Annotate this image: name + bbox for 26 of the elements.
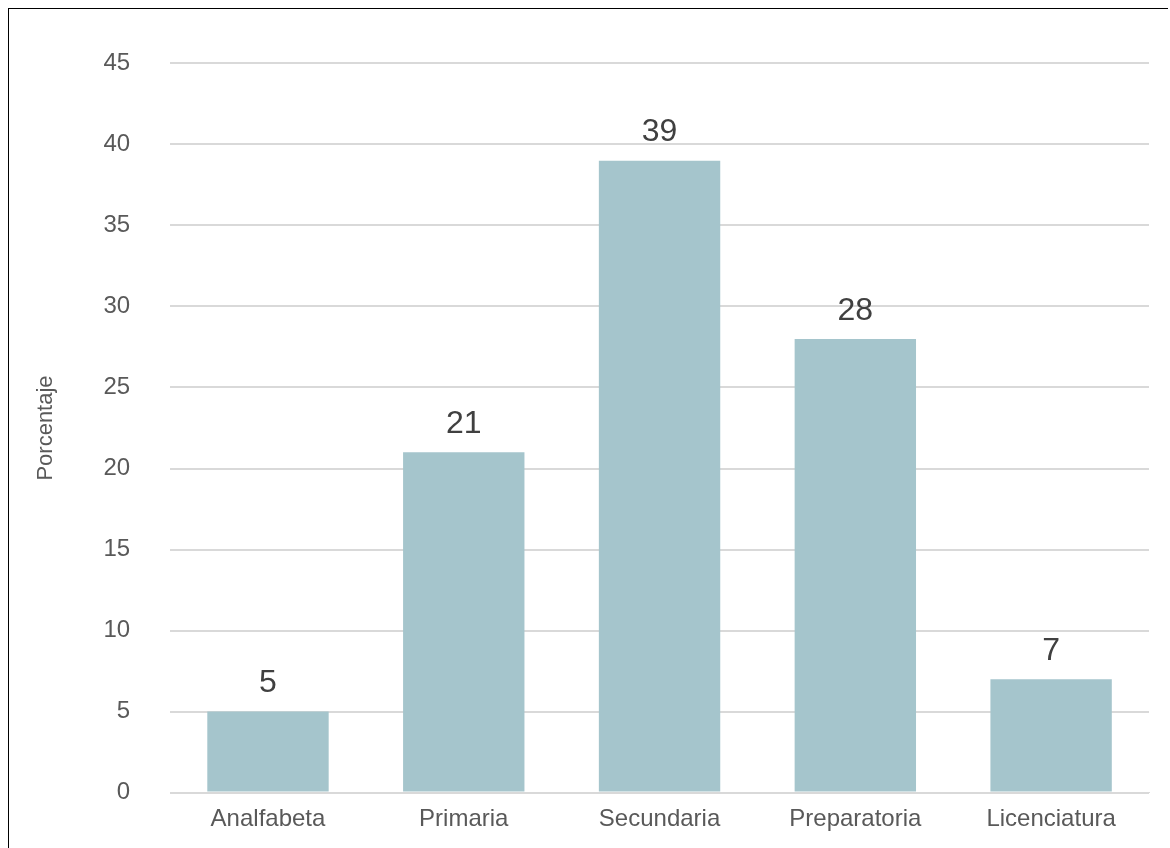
y-tick-label: 0 xyxy=(116,777,131,805)
y-tick-label: 25 xyxy=(103,372,131,400)
x-tick-label: Secundaria xyxy=(598,803,721,831)
y-tick-label: 40 xyxy=(103,129,131,157)
data-label: 28 xyxy=(837,290,874,327)
bar xyxy=(403,452,525,792)
y-tick-label: 45 xyxy=(103,48,131,76)
y-tick-label: 10 xyxy=(103,615,131,643)
y-tick-label: 20 xyxy=(103,453,131,481)
bar xyxy=(598,160,721,792)
data-label: 21 xyxy=(445,404,482,441)
x-tick-label: Licenciatura xyxy=(986,803,1117,831)
y-tick-label: 15 xyxy=(103,534,131,562)
y-axis-title: Porcentaje xyxy=(32,375,58,481)
bar xyxy=(207,711,329,792)
data-label: 7 xyxy=(1042,631,1061,667)
x-tick-label: Analfabeta xyxy=(210,803,327,831)
x-tick-label: Primaria xyxy=(419,803,510,831)
bar xyxy=(990,679,1112,792)
y-tick-label: 30 xyxy=(103,291,131,319)
bar xyxy=(794,338,917,792)
data-label: 39 xyxy=(641,112,678,149)
data-label: 5 xyxy=(259,663,277,700)
y-tick-label: 5 xyxy=(116,696,131,724)
x-tick-label: Preparatoria xyxy=(789,803,923,831)
y-tick-label: 35 xyxy=(103,210,131,238)
